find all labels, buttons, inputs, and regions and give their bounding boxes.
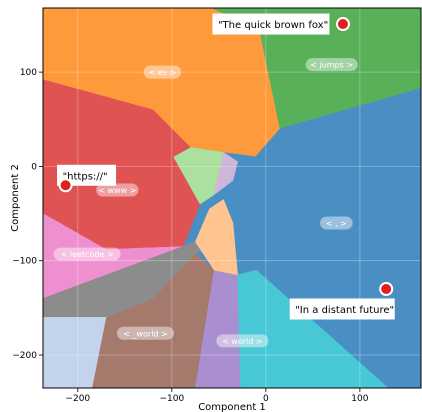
region-label-pill xyxy=(320,216,353,230)
region-label-pill xyxy=(143,65,182,79)
callout-text: "The quick brown fox" xyxy=(218,20,328,31)
highlight-point xyxy=(58,178,73,193)
region-label-pill xyxy=(96,183,139,197)
region-12 xyxy=(213,151,238,196)
x-tick-label: 0 xyxy=(263,394,269,404)
callout-text: "In a distant future" xyxy=(295,305,394,316)
region-label-pill xyxy=(53,247,121,261)
region-label: < _world > xyxy=(116,326,174,340)
x-axis-title: Component 1 xyxy=(198,402,266,412)
callout-box xyxy=(212,13,330,35)
region-label-text: < www > xyxy=(98,186,136,195)
region-label: < , > xyxy=(320,216,353,230)
y-tick-label: 100 xyxy=(20,68,37,78)
region-9 xyxy=(237,269,389,388)
y-tick-label: −200 xyxy=(12,351,37,361)
y-tick-label: −100 xyxy=(12,257,37,267)
axis-ticks: −200 −100 0 100 −200 −100 0 100 xyxy=(12,68,368,404)
region-label-text: < es > xyxy=(149,68,177,77)
x-tick-label: −200 xyxy=(65,394,90,404)
region-label: < leetcode > xyxy=(53,247,121,261)
highlighted-points: "The quick brown fox" "https://" "In a dis… xyxy=(57,13,395,320)
region-label-pill xyxy=(116,326,174,340)
x-tick-label: −100 xyxy=(159,394,184,404)
region-label: < world > xyxy=(216,334,269,348)
callout-text: "https://" xyxy=(63,171,108,182)
y-tick-label: 0 xyxy=(31,162,37,172)
point-callout: "https://" xyxy=(57,164,117,193)
region-label: < jumps > xyxy=(305,58,358,72)
voronoi-regions xyxy=(43,8,421,388)
region-8 xyxy=(43,317,107,388)
grid-lines xyxy=(43,8,421,388)
x-tick-label: 100 xyxy=(351,394,368,404)
callout-box xyxy=(289,298,395,320)
region-label-pill xyxy=(216,334,269,348)
region-label-text: < , > xyxy=(326,219,347,228)
region-labels: < es > < jumps > < www > < , > < leetcode > <… xyxy=(53,58,358,348)
point-callout: "The quick brown fox" xyxy=(212,13,350,35)
callout-box xyxy=(57,164,117,186)
region-label-pill xyxy=(305,58,358,72)
region-label-text: < leetcode > xyxy=(61,250,114,259)
y-axis-title: Component 2 xyxy=(10,164,21,232)
region-label: < es > xyxy=(143,65,182,79)
region-label-text: < world > xyxy=(222,337,263,346)
region-label-text: < _world > xyxy=(123,329,168,338)
region-label-text: < jumps > xyxy=(310,61,353,70)
plot-frame xyxy=(42,7,422,389)
region-10 xyxy=(195,199,238,276)
highlight-point xyxy=(335,17,350,32)
region-label: < www > xyxy=(96,183,139,197)
highlight-point xyxy=(379,281,394,296)
point-callout: "In a distant future" xyxy=(289,281,395,320)
